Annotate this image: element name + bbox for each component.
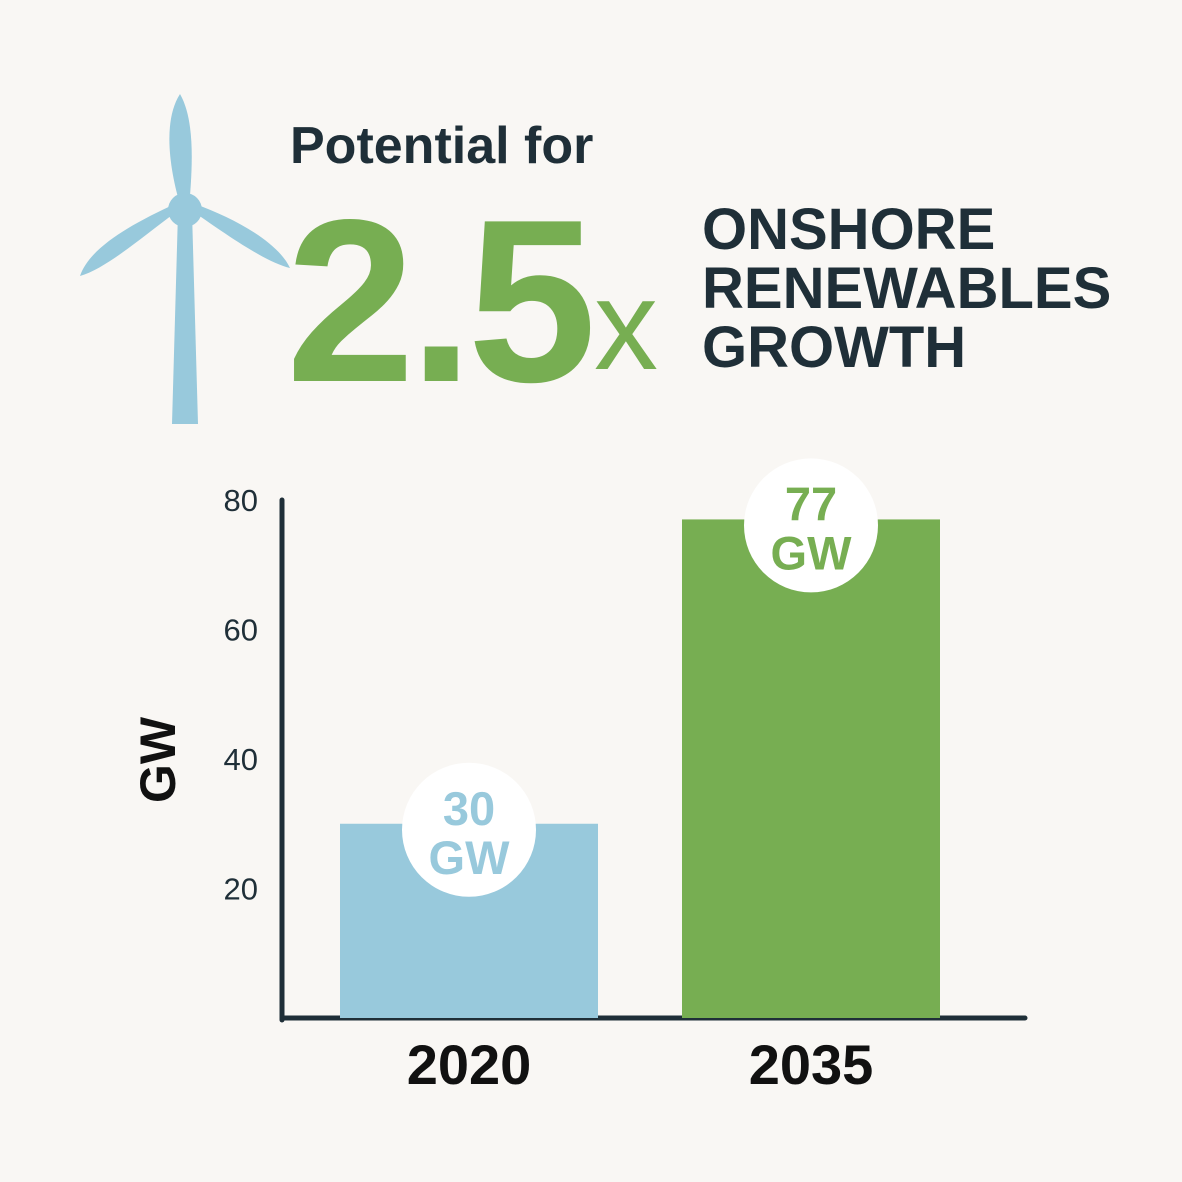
- data-label-value: 30: [443, 782, 495, 835]
- x-tick-label: 2020: [407, 1033, 532, 1096]
- headline-line-1: ONSHORE: [702, 197, 996, 262]
- headline-line-2: RENEWABLES: [702, 256, 1112, 321]
- y-tick-label: 40: [224, 742, 258, 777]
- header-line: Potential for: [290, 117, 594, 175]
- multiplier-value: 2.5: [286, 172, 597, 431]
- headline-line-3: GROWTH: [702, 315, 967, 380]
- headline: ONSHORE RENEWABLES GROWTH: [702, 200, 1111, 377]
- y-axis-label: GW: [130, 716, 186, 803]
- multiplier-suffix: x: [594, 254, 658, 397]
- data-label-unit: GW: [771, 526, 853, 579]
- data-label-unit: GW: [429, 831, 511, 884]
- y-tick-label: 20: [224, 872, 258, 907]
- x-tick-label: 2035: [749, 1033, 874, 1096]
- y-tick-label: 80: [224, 483, 258, 518]
- y-tick-label: 60: [224, 613, 258, 648]
- data-label-value: 77: [785, 477, 837, 530]
- wind-turbine-icon: [80, 94, 290, 424]
- bar-2035: [682, 519, 940, 1018]
- data-label-circle: [744, 458, 878, 593]
- data-label-circle: [402, 762, 536, 897]
